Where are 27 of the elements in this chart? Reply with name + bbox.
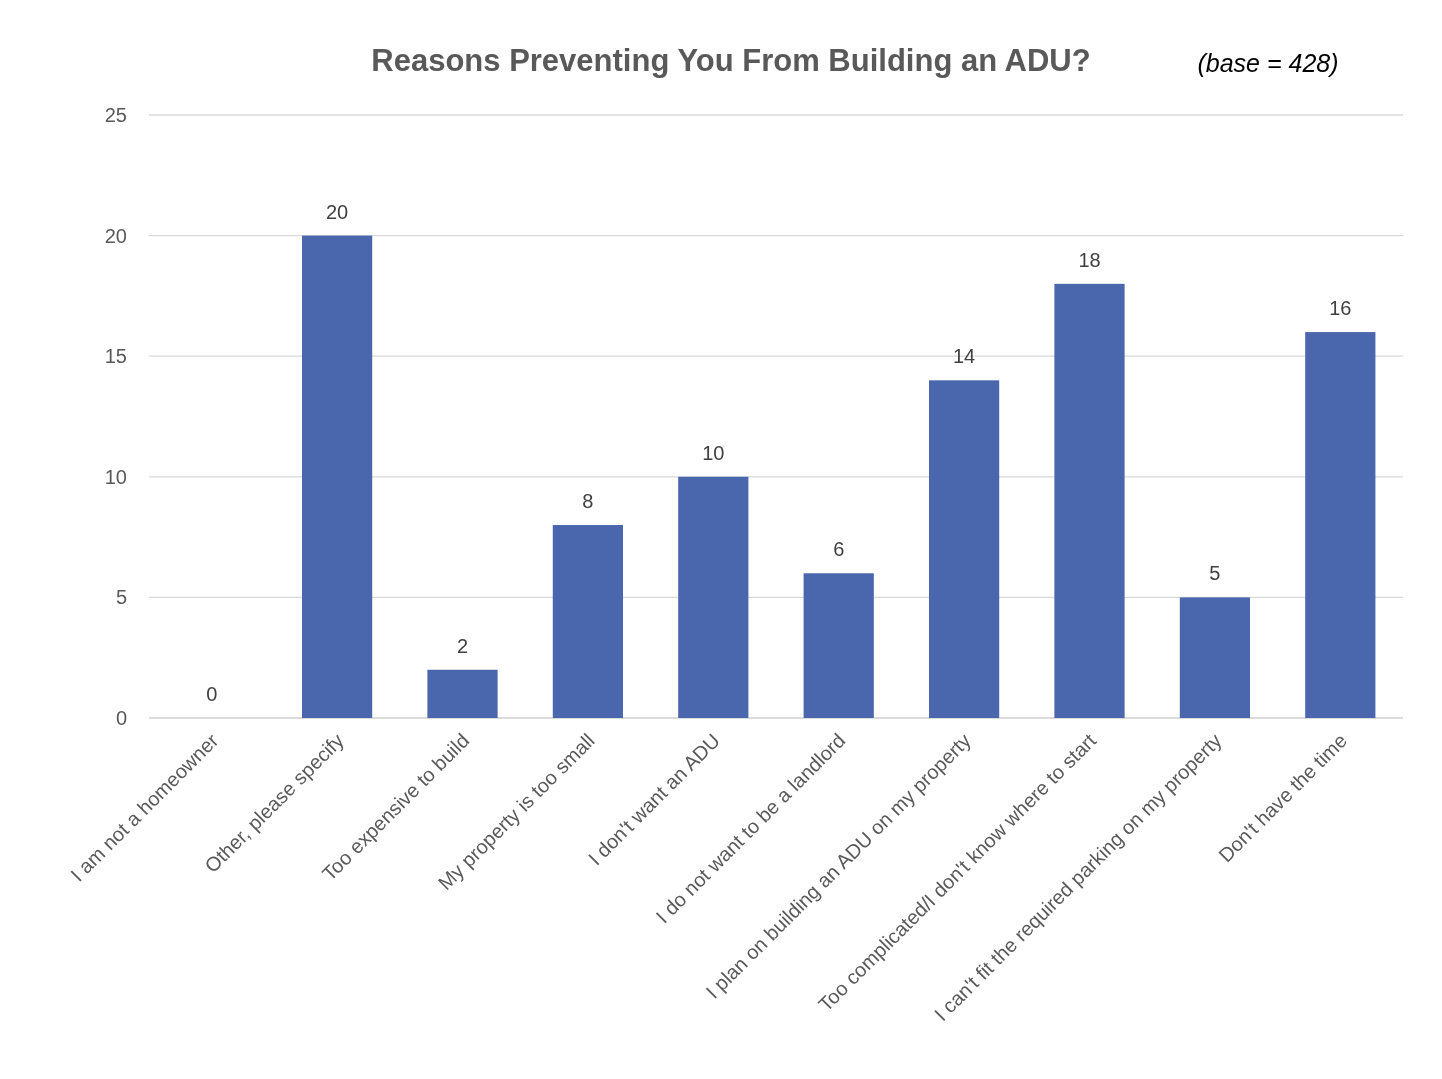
bar	[552, 525, 624, 718]
data-label: 5	[1209, 562, 1221, 585]
data-label: 2	[456, 634, 469, 657]
data-label: 20	[325, 200, 349, 223]
bar	[427, 669, 498, 718]
bar	[803, 573, 874, 718]
data-label: 8	[582, 490, 594, 513]
bar	[678, 476, 749, 718]
data-label: 6	[833, 538, 845, 561]
y-tick-label: 25	[104, 104, 127, 126]
data-label: 18	[1078, 248, 1101, 271]
y-tick-label: 0	[115, 707, 127, 729]
data-label: 16	[1329, 297, 1352, 320]
bar	[1179, 597, 1251, 718]
data-label: 10	[702, 441, 725, 464]
data-label: 14	[952, 345, 976, 368]
y-tick-label: 15	[104, 345, 127, 368]
y-tick-label: 10	[104, 465, 127, 488]
data-label: 0	[206, 683, 218, 705]
chart-title: Reasons Preventing You From Building an ADU?	[371, 43, 1091, 78]
bar	[301, 235, 373, 718]
bar	[1054, 283, 1125, 718]
y-tick-label: 20	[104, 224, 127, 247]
y-tick-label: 5	[115, 586, 127, 609]
text: (base = 428)	[1197, 49, 1339, 77]
bar	[1305, 332, 1376, 718]
bar	[928, 380, 1000, 718]
